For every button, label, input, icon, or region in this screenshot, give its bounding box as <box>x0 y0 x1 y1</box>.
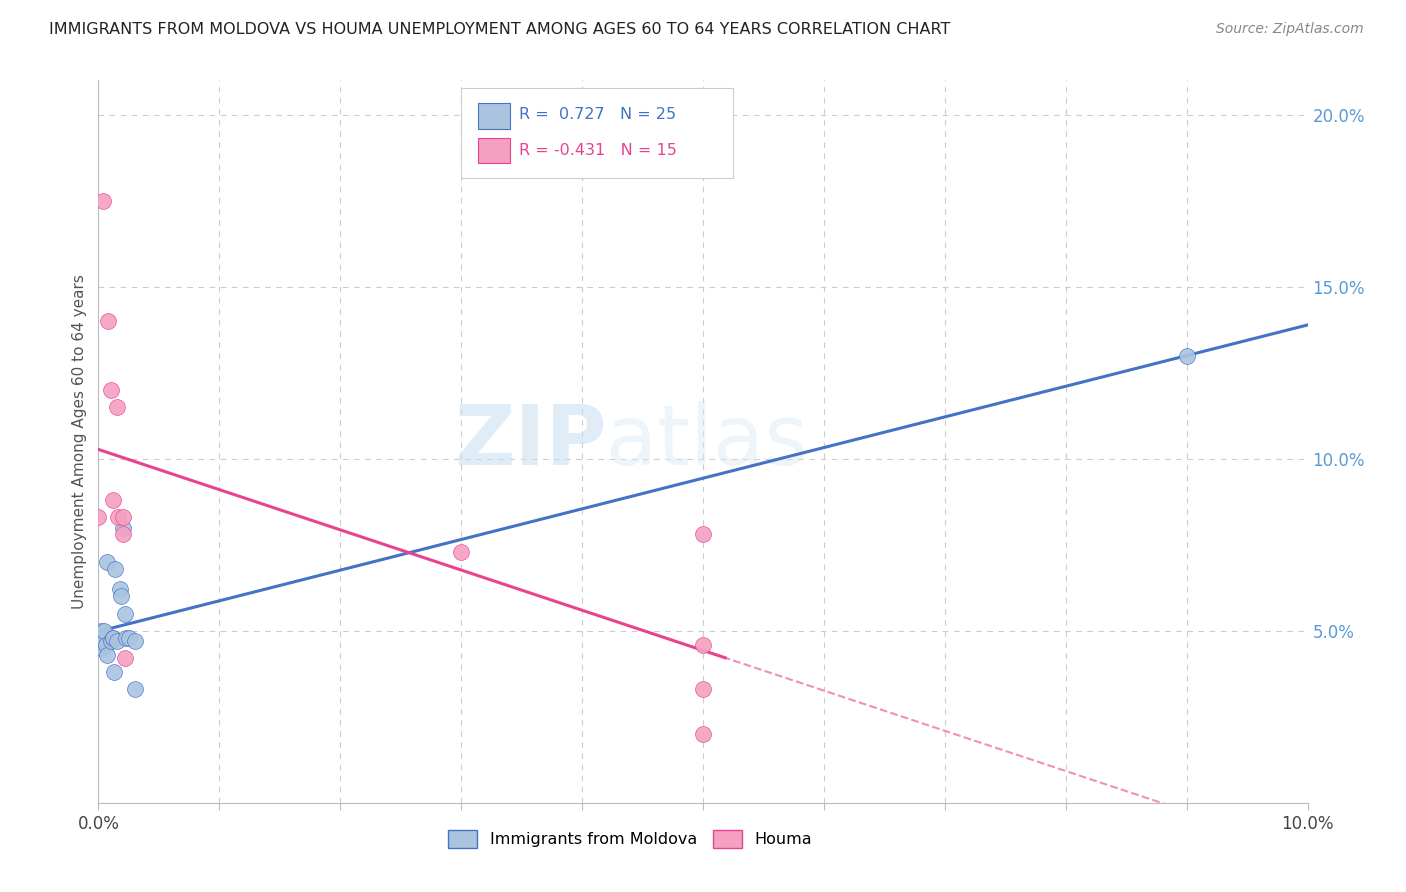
Point <box>108 582 131 597</box>
Point <box>91 194 114 208</box>
Point <box>110 590 132 604</box>
Point <box>87 634 110 648</box>
Point <box>450 544 472 558</box>
Point <box>100 383 122 397</box>
Point <box>1175 349 1198 363</box>
Point <box>101 631 124 645</box>
Text: ZIP: ZIP <box>454 401 606 482</box>
Point <box>104 562 127 576</box>
Point <box>114 607 136 621</box>
Point <box>94 638 117 652</box>
Point <box>124 634 146 648</box>
Point <box>91 631 114 645</box>
Text: R =  0.727   N = 25: R = 0.727 N = 25 <box>519 107 676 122</box>
Point <box>115 631 138 645</box>
Point <box>107 510 129 524</box>
Point <box>103 665 125 679</box>
Point <box>111 510 134 524</box>
FancyBboxPatch shape <box>461 87 734 178</box>
Point <box>96 648 118 662</box>
Point <box>111 520 134 534</box>
Point <box>101 493 124 508</box>
Point <box>101 631 124 645</box>
Point <box>692 638 714 652</box>
Point <box>111 527 134 541</box>
Point <box>90 640 112 655</box>
FancyBboxPatch shape <box>478 103 509 128</box>
Point <box>692 682 714 697</box>
Point <box>87 510 110 524</box>
Point <box>105 400 128 414</box>
Text: Source: ZipAtlas.com: Source: ZipAtlas.com <box>1216 22 1364 37</box>
Y-axis label: Unemployment Among Ages 60 to 64 years: Unemployment Among Ages 60 to 64 years <box>72 274 87 609</box>
Point <box>692 727 714 741</box>
Point <box>87 634 110 648</box>
Point <box>93 634 115 648</box>
Text: atlas: atlas <box>606 401 808 482</box>
Point <box>97 314 120 328</box>
Point <box>105 634 128 648</box>
Point <box>96 555 118 569</box>
Point <box>124 682 146 697</box>
Point <box>692 527 714 541</box>
Point <box>118 631 141 645</box>
FancyBboxPatch shape <box>478 138 509 163</box>
Point <box>93 624 115 638</box>
Text: R = -0.431   N = 15: R = -0.431 N = 15 <box>519 143 678 158</box>
Legend: Immigrants from Moldova, Houma: Immigrants from Moldova, Houma <box>440 822 820 856</box>
Text: IMMIGRANTS FROM MOLDOVA VS HOUMA UNEMPLOYMENT AMONG AGES 60 TO 64 YEARS CORRELAT: IMMIGRANTS FROM MOLDOVA VS HOUMA UNEMPLO… <box>49 22 950 37</box>
Point <box>100 634 122 648</box>
Point <box>90 624 112 638</box>
Point <box>114 651 136 665</box>
